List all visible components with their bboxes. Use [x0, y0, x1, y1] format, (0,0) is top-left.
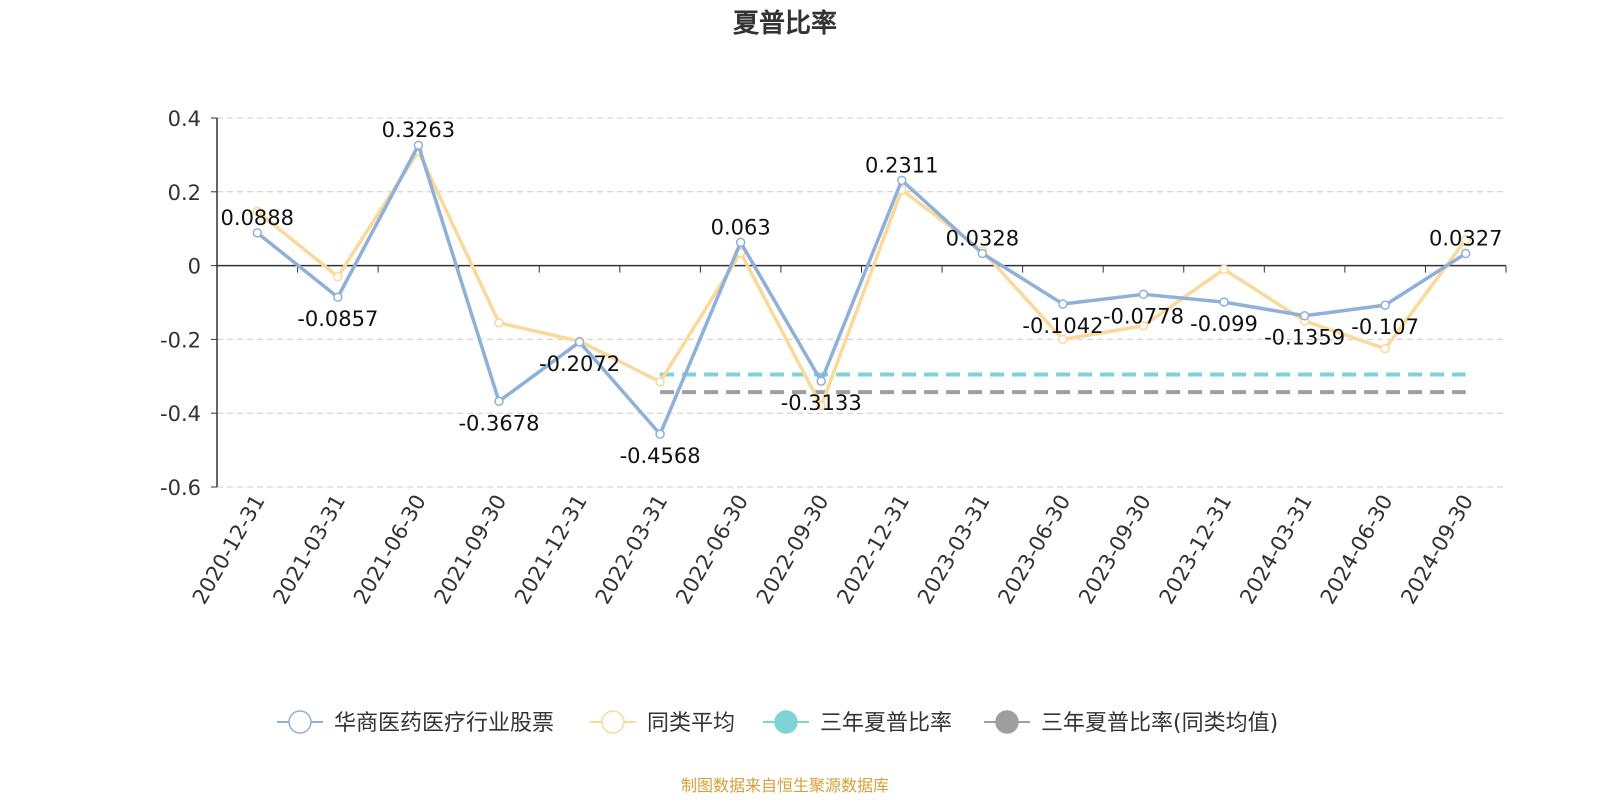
series-point-1	[494, 318, 504, 328]
data-label: -0.0778	[1103, 304, 1184, 328]
data-labels: 0.0888 -0.0857 0.3263 -0.3678 -0.2072 -0.4568…	[221, 118, 1503, 468]
series-point-0	[333, 292, 343, 302]
x-tick-label: 2024-06-30	[1316, 491, 1398, 609]
series-point-0	[735, 237, 746, 248]
x-tick-label: 2024-03-31	[1235, 491, 1317, 609]
series-lines	[252, 140, 1471, 439]
x-tick-label: 2022-06-30	[671, 491, 753, 609]
data-label: 0.0328	[946, 226, 1019, 250]
series-point-0	[655, 429, 665, 439]
series-point-0	[1058, 299, 1068, 309]
series-point-1	[1058, 334, 1068, 345]
series-point-0	[1380, 300, 1390, 310]
series-line-1	[256, 149, 1468, 408]
x-tick-label: 2022-03-31	[591, 491, 673, 609]
series-point-0	[252, 228, 263, 238]
series-point-0	[816, 376, 826, 386]
data-label: -0.2072	[539, 352, 620, 376]
y-tick-label: 0.4	[168, 107, 201, 131]
series-point-0	[1219, 297, 1229, 307]
series-point-1	[333, 271, 343, 282]
x-tick-label: 2021-09-30	[429, 491, 511, 609]
series-point-0	[1460, 248, 1471, 259]
data-label: 0.3263	[382, 118, 455, 142]
y-tick-label: 0	[188, 255, 201, 279]
legend: 华商医药医疗行业股票 同类平均 三年夏普比率 三年夏普比率(同类均值)	[277, 710, 1278, 736]
series-point-1	[655, 377, 665, 387]
data-label: 0.2311	[865, 153, 938, 177]
series-line-0	[256, 143, 1467, 436]
legend-marker-0	[288, 710, 312, 734]
series-point-1	[1219, 264, 1229, 275]
series-point-1	[1380, 343, 1390, 354]
y-tick-label: -0.6	[160, 476, 201, 500]
series-point-1	[816, 401, 826, 411]
series-point-1	[1138, 320, 1149, 331]
y-tick-label: -0.4	[160, 402, 201, 426]
data-label: -0.3133	[781, 391, 862, 415]
data-label: 0.0327	[1429, 227, 1502, 251]
legend-label-3: 三年夏普比率(同类均值)	[1041, 711, 1278, 736]
x-tick-label: 2023-03-31	[913, 491, 995, 609]
data-label: -0.4568	[620, 444, 701, 468]
source-note: 制图数据来自恒生聚源数据库	[681, 776, 889, 795]
series-point-1	[252, 206, 263, 217]
y-tick-label: 0.2	[168, 181, 201, 205]
x-tick-label: 2021-12-31	[510, 491, 592, 609]
x-tick-label: 2022-09-30	[752, 491, 834, 609]
series-point-0	[1138, 289, 1149, 300]
x-tick-label: 2023-12-31	[1155, 491, 1237, 609]
legend-marker-2	[774, 710, 798, 734]
series-point-0	[494, 396, 504, 407]
y-tick-label: -0.2	[160, 328, 201, 352]
legend-label-1: 同类平均	[647, 711, 735, 736]
series-point-0	[413, 140, 424, 150]
data-label: -0.099	[1190, 312, 1258, 336]
x-tick-label: 2023-06-30	[993, 491, 1075, 609]
series-point-0	[574, 337, 585, 347]
data-label: -0.107	[1351, 315, 1419, 339]
x-tick-label: 2021-03-31	[268, 491, 350, 609]
x-tick-label: 2023-09-30	[1074, 491, 1156, 609]
series-point-0	[897, 175, 907, 186]
series-point-0	[977, 248, 988, 259]
legend-label-2: 三年夏普比率	[820, 711, 952, 736]
reference-lines	[660, 372, 1466, 395]
legend-label-0: 华商医药医疗行业股票	[334, 711, 554, 736]
series-point-0	[1299, 310, 1310, 321]
legend-marker-3	[995, 710, 1019, 734]
x-tick-label: 2020-12-31	[188, 491, 270, 609]
x-tick-label: 2021-06-30	[349, 491, 431, 609]
data-label: 0.063	[711, 215, 771, 239]
axes: 0.40.20-0.2-0.4-0.62020-12-312021-03-312…	[160, 107, 1507, 609]
data-label: -0.1042	[1022, 314, 1103, 338]
legend-marker-1	[601, 710, 625, 734]
data-label: -0.1359	[1264, 326, 1345, 350]
data-label: 0.0888	[221, 206, 294, 230]
chart-title: 夏普比率	[733, 8, 837, 39]
data-label: -0.3678	[458, 411, 539, 435]
x-tick-label: 2022-12-31	[832, 491, 914, 609]
series-point-1	[1460, 235, 1471, 245]
data-label: -0.0857	[297, 307, 378, 331]
x-tick-label: 2024-09-30	[1396, 491, 1478, 609]
